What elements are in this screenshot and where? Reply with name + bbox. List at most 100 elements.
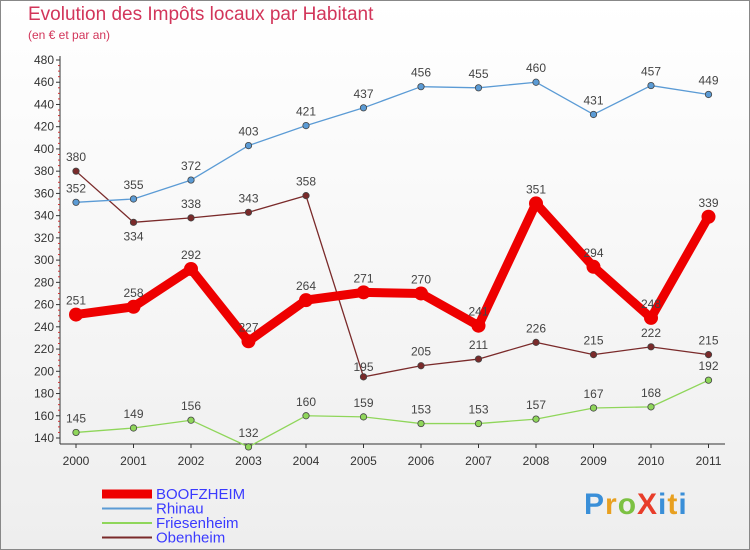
data-label: 157 — [526, 398, 546, 412]
data-point — [241, 334, 256, 349]
data-label: 195 — [353, 360, 373, 374]
series-line-obenheim — [75, 170, 709, 378]
data-point — [704, 376, 713, 384]
data-point — [532, 78, 540, 86]
x-tick-label: 2007 — [465, 454, 492, 468]
y-tick-label: 460 — [34, 75, 54, 89]
y-tick-label: 440 — [34, 97, 54, 111]
logo-letter: r — [605, 488, 618, 521]
data-label: 403 — [238, 125, 258, 139]
y-tick-label: 360 — [34, 186, 54, 200]
data-label: 156 — [181, 399, 201, 413]
data-label: 168 — [641, 386, 661, 400]
data-label: 457 — [641, 65, 661, 79]
chart-subtitle: (en € et par an) — [28, 28, 111, 42]
data-label: 380 — [66, 150, 86, 164]
logo-letter: i — [658, 488, 668, 521]
data-label: 153 — [468, 403, 488, 417]
data-label: 160 — [296, 395, 316, 409]
data-label: 421 — [296, 105, 316, 119]
data-point — [129, 218, 138, 226]
data-label: 292 — [181, 248, 201, 262]
data-point — [72, 167, 80, 175]
y-tick-label: 160 — [34, 409, 54, 423]
legend-label: Rhinau — [156, 501, 204, 518]
data-point — [417, 83, 425, 91]
data-point — [474, 84, 483, 92]
x-tick-label: 2000 — [63, 454, 90, 468]
proxiti-logo: ProXiti — [584, 488, 688, 522]
data-point — [302, 121, 310, 130]
y-tick-label: 140 — [34, 431, 54, 445]
x-tick-label: 2005 — [350, 454, 377, 468]
data-point — [647, 403, 655, 411]
logo-letter: i — [678, 488, 688, 521]
data-label: 167 — [583, 387, 603, 401]
x-tick-label: 2010 — [638, 454, 665, 468]
data-point — [529, 196, 543, 211]
data-label: 241 — [468, 305, 488, 319]
data-point — [532, 415, 540, 423]
y-tick-label: 380 — [34, 164, 54, 178]
data-point — [356, 285, 371, 300]
y-tick-label: 240 — [34, 320, 54, 334]
data-label: 258 — [123, 286, 143, 300]
series-line-boofzheim — [75, 198, 713, 346]
data-point — [184, 262, 198, 277]
data-label: 149 — [123, 407, 143, 421]
data-label: 145 — [66, 411, 86, 425]
data-label: 294 — [583, 246, 603, 260]
data-point — [589, 351, 598, 359]
data-label: 351 — [526, 182, 546, 196]
data-label: 264 — [296, 279, 316, 293]
y-tick-label: 280 — [34, 275, 54, 289]
data-point — [417, 362, 425, 370]
data-label: 222 — [641, 326, 661, 340]
data-point — [704, 351, 713, 359]
data-label: 215 — [698, 334, 718, 348]
data-point — [302, 192, 310, 200]
data-point — [532, 338, 540, 346]
data-point — [471, 318, 486, 333]
data-point — [129, 195, 138, 203]
x-tick-label: 2002 — [178, 454, 205, 468]
data-label: 343 — [238, 191, 258, 205]
x-tick-label: 2001 — [120, 454, 147, 468]
x-tick-label: 2004 — [293, 454, 320, 468]
data-point — [126, 299, 141, 314]
legend-label: Friesenheim — [156, 515, 239, 532]
logo-letter: P — [584, 488, 606, 521]
chart-title: Evolution des Impôts locaux par Habitant — [28, 4, 374, 25]
data-point — [644, 310, 658, 325]
data-point — [701, 209, 716, 224]
data-label: 251 — [66, 294, 86, 308]
data-label: 355 — [123, 178, 143, 192]
data-label: 192 — [698, 359, 718, 373]
y-tick-label: 200 — [34, 364, 54, 378]
data-label: 226 — [526, 321, 546, 335]
data-label: 248 — [641, 297, 661, 311]
data-point — [129, 424, 138, 432]
data-point — [647, 81, 655, 90]
y-tick-label: 220 — [34, 342, 54, 356]
y-tick-label: 480 — [34, 53, 54, 67]
data-point — [72, 198, 80, 206]
data-label: 271 — [353, 271, 373, 285]
data-point — [244, 443, 253, 451]
legend-label: BOOFZHEIM — [156, 486, 245, 503]
data-point — [359, 413, 368, 421]
y-tick-label: 300 — [34, 253, 54, 267]
logo-letter: o — [617, 488, 638, 521]
data-point — [414, 286, 428, 301]
data-point — [69, 307, 83, 322]
data-label: 372 — [181, 159, 201, 173]
data-point — [299, 293, 313, 308]
data-point — [417, 419, 425, 428]
data-point — [302, 412, 310, 420]
x-tick-label: 2011 — [696, 454, 722, 468]
data-point — [244, 142, 253, 150]
data-point — [647, 343, 655, 351]
logo-letter: X — [637, 488, 659, 521]
